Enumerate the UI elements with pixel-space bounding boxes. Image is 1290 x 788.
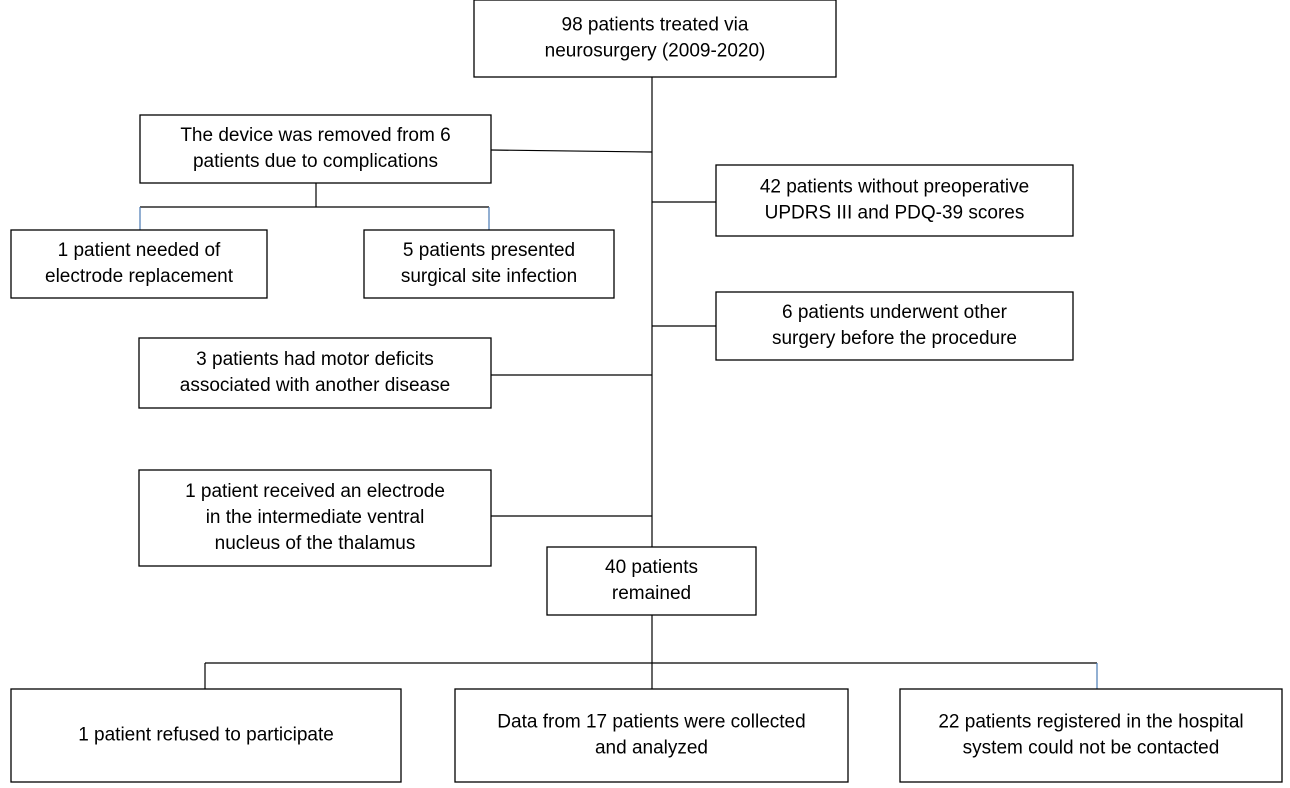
node-box — [138, 469, 492, 567]
node-text: 1 patient received an electrode — [185, 481, 445, 502]
node-text: 40 patients — [605, 557, 698, 578]
node-text: surgical site infection — [401, 266, 577, 287]
node-box — [715, 291, 1074, 361]
node-text: 22 patients registered in the hospital — [938, 712, 1243, 733]
node-text: and analyzed — [595, 738, 708, 759]
node: 1 patient refused to participate — [10, 688, 402, 783]
node-text: Data from 17 patients were collected — [497, 712, 805, 733]
node-text: 5 patients presented — [403, 240, 575, 261]
node: 6 patients underwent other surgery before… — [715, 291, 1074, 361]
node: 22 patients registered in the hospital sy… — [899, 688, 1283, 783]
node-box — [10, 688, 402, 783]
node-text: 1 patient needed of — [58, 240, 221, 261]
node-text: system could not be contacted — [963, 738, 1220, 759]
node-text: UPDRS III and PDQ-39 scores — [765, 203, 1025, 224]
connectors — [139, 77, 1098, 689]
node-text: remained — [612, 583, 691, 604]
node: 40 patients remained — [546, 546, 757, 616]
node: 3 patients had motor deficits associated … — [138, 337, 492, 409]
node: Data from 17 patients were collected and … — [454, 688, 849, 783]
node-text: surgery before the procedure — [772, 328, 1017, 349]
node-text: 98 patients treated via — [562, 15, 749, 36]
node-text: neurosurgery (2009-2020) — [545, 41, 766, 62]
node-box — [899, 688, 1283, 783]
node-text: nucleus of the thalamus — [215, 533, 416, 554]
node-text: associated with another disease — [180, 375, 450, 396]
node-text: patients due to complications — [193, 151, 438, 172]
node-box — [546, 546, 757, 616]
node-text: 42 patients without preoperative — [760, 177, 1029, 198]
node-text: The device was removed from 6 — [180, 125, 450, 146]
node-box — [454, 688, 849, 783]
node-box — [715, 164, 1074, 237]
node-text: 1 patient refused to participate — [78, 725, 334, 746]
node-box — [363, 229, 615, 299]
node-text: 3 patients had motor deficits — [196, 349, 434, 370]
node: 98 patients treated via neurosurgery (200… — [473, 0, 837, 78]
node: 1 patient needed of electrode replacement — [10, 229, 268, 299]
node: 1 patient received an electrode in the in… — [138, 469, 492, 567]
node-box — [473, 0, 837, 78]
node-text: in the intermediate ventral — [206, 507, 425, 528]
node: The device was removed from 6 patients du… — [139, 114, 492, 184]
node-text: 6 patients underwent other — [782, 302, 1008, 323]
node-box — [10, 229, 268, 299]
node-text: electrode replacement — [45, 266, 234, 287]
node: 42 patients without preoperative UPDRS II… — [715, 164, 1074, 237]
connector — [490, 149, 653, 153]
node: 5 patients presented surgical site infect… — [363, 229, 615, 299]
node-box — [139, 114, 492, 184]
node-box — [138, 337, 492, 409]
